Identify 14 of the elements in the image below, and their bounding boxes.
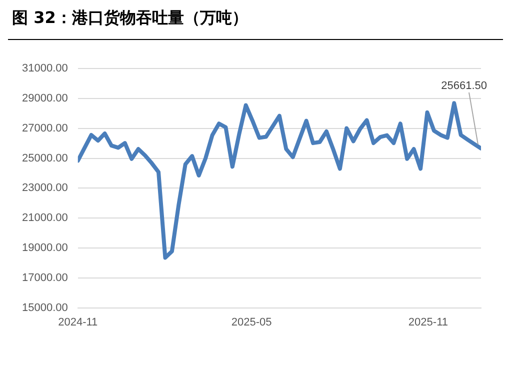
y-tick-label: 17000.00: [22, 272, 68, 284]
chart-title: 图 32：港口货物吞吐量（万吨）: [8, 8, 503, 40]
y-tick-label: 21000.00: [22, 212, 68, 224]
x-tick-label: 2025-05: [231, 316, 272, 328]
x-tick-label: 2025-11: [408, 316, 448, 328]
y-tick-label: 25000.00: [22, 152, 68, 164]
y-tick-label: 29000.00: [22, 92, 68, 105]
x-tick-label: 2024-11: [58, 316, 98, 328]
y-tick-label: 31000.00: [22, 62, 68, 75]
y-tick-label: 27000.00: [22, 122, 68, 134]
y-tick-label: 23000.00: [22, 182, 68, 194]
y-tick-label: 19000.00: [22, 242, 68, 254]
y-tick-label: 15000.00: [22, 302, 68, 314]
annotation: 25661.50: [441, 80, 487, 92]
